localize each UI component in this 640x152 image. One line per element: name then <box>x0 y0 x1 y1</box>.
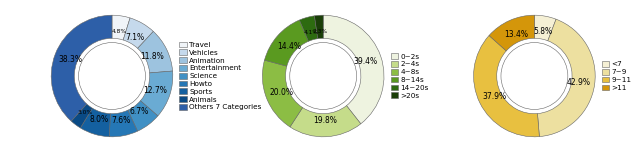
Legend: <7, 7~9, 9~11, >11: <7, 7~9, 9~11, >11 <box>602 61 632 91</box>
Wedge shape <box>474 36 540 137</box>
Wedge shape <box>123 18 154 48</box>
Text: 11.8%: 11.8% <box>141 52 164 61</box>
Wedge shape <box>112 15 130 40</box>
Wedge shape <box>534 15 556 41</box>
Legend: Travel, Vehicles, Animation, Entertainment, Science, Howto, Sports, Animals, Oth: Travel, Vehicles, Animation, Entertainme… <box>179 41 262 111</box>
Text: 39.4%: 39.4% <box>354 57 378 66</box>
Text: 7.1%: 7.1% <box>125 33 144 41</box>
Text: 4.8%: 4.8% <box>111 29 126 34</box>
Wedge shape <box>51 15 112 121</box>
Text: 19.8%: 19.8% <box>313 116 337 125</box>
Text: 14.4%: 14.4% <box>277 42 301 51</box>
Wedge shape <box>314 15 323 39</box>
Circle shape <box>501 43 568 109</box>
Circle shape <box>290 43 356 109</box>
Wedge shape <box>262 60 303 127</box>
Wedge shape <box>140 71 173 116</box>
Text: 2.3%: 2.3% <box>312 29 328 34</box>
Wedge shape <box>128 101 158 131</box>
Text: 4.1%: 4.1% <box>303 30 319 35</box>
Wedge shape <box>81 108 110 137</box>
Text: 12.7%: 12.7% <box>143 86 166 95</box>
Legend: 0~2s, 2~4s, 4~8s, 8~14s, 14~20s, >20s: 0~2s, 2~4s, 4~8s, 8~14s, 14~20s, >20s <box>390 53 429 99</box>
Wedge shape <box>538 19 595 137</box>
Wedge shape <box>264 20 308 66</box>
Wedge shape <box>109 110 138 137</box>
Wedge shape <box>71 104 92 128</box>
Text: 8.0%: 8.0% <box>90 115 108 124</box>
Wedge shape <box>290 106 361 137</box>
Text: 20.0%: 20.0% <box>269 88 293 97</box>
Text: 42.9%: 42.9% <box>567 78 591 87</box>
Circle shape <box>79 43 145 109</box>
Text: 3.0%: 3.0% <box>77 110 93 115</box>
Wedge shape <box>323 15 384 124</box>
Text: 13.4%: 13.4% <box>504 30 528 39</box>
Wedge shape <box>138 31 173 73</box>
Text: 7.6%: 7.6% <box>111 116 131 125</box>
Text: 5.8%: 5.8% <box>533 27 552 36</box>
Wedge shape <box>489 15 534 51</box>
Text: 6.7%: 6.7% <box>129 107 148 116</box>
Text: 37.9%: 37.9% <box>482 92 506 100</box>
Text: 38.3%: 38.3% <box>58 55 82 64</box>
Wedge shape <box>300 16 318 41</box>
